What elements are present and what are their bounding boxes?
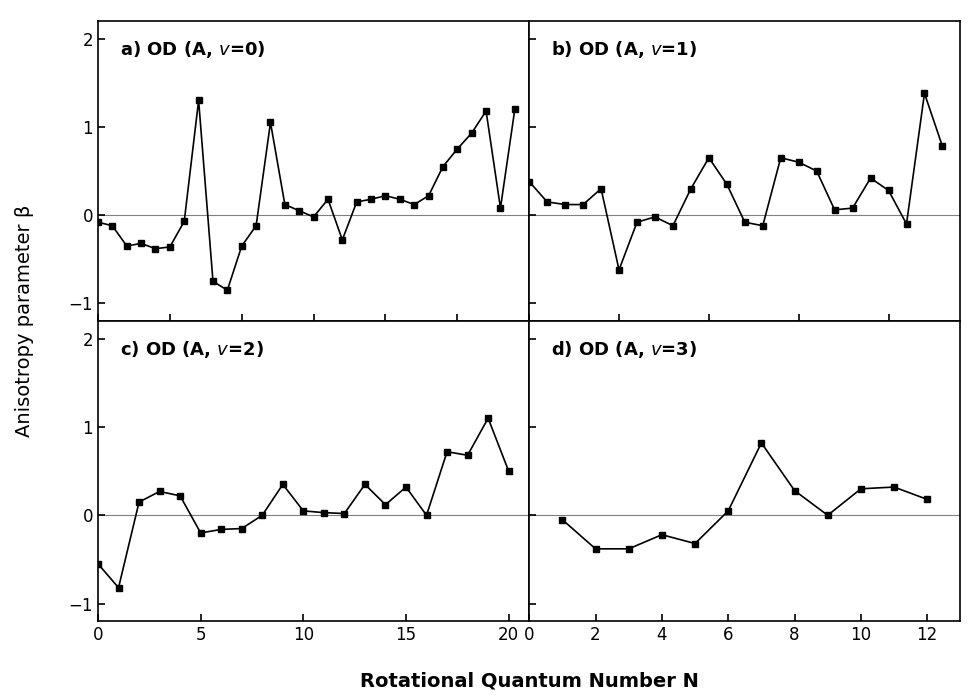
Text: b) OD (A, $\mathit{v}$=1): b) OD (A, $\mathit{v}$=1) — [551, 39, 697, 60]
Text: c) OD (A, $\mathit{v}$=2): c) OD (A, $\mathit{v}$=2) — [120, 339, 264, 360]
Text: d) OD (A, $\mathit{v}$=3): d) OD (A, $\mathit{v}$=3) — [551, 339, 697, 360]
Text: Anisotropy parameter β: Anisotropy parameter β — [15, 205, 34, 437]
Text: a) OD (A, $\mathit{v}$=0): a) OD (A, $\mathit{v}$=0) — [120, 39, 265, 60]
Text: Rotational Quantum Number N: Rotational Quantum Number N — [360, 671, 699, 690]
